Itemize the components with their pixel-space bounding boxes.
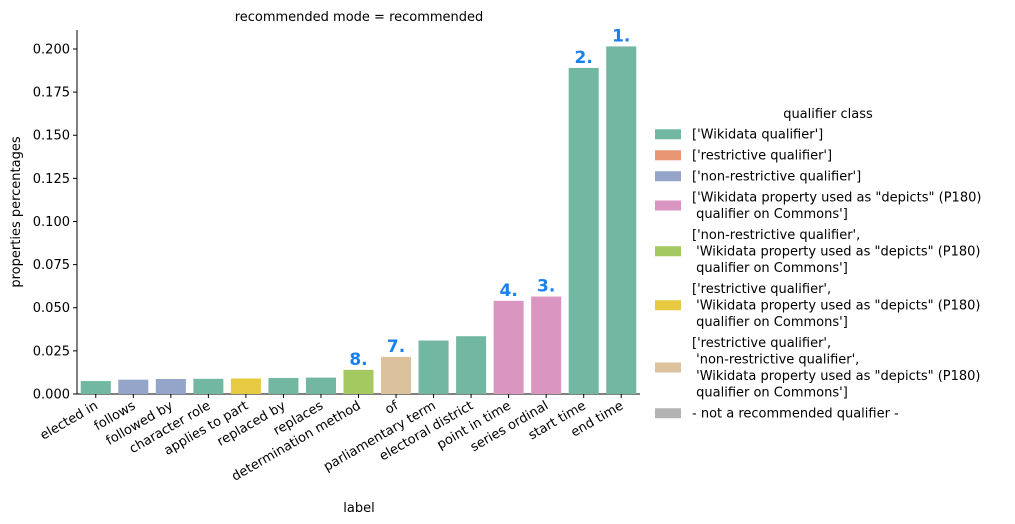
legend-swatch [655,300,681,311]
legend-entry-text: ['Wikidata qualifier'] [692,128,823,143]
legend-entry-text: qualifier on Commons'] [692,315,848,330]
y-tick-label: 0.150 [33,129,70,144]
rank-label: 2. [575,48,593,68]
bar [118,379,149,394]
legend-swatch [655,150,681,161]
bar [193,378,224,394]
legend-swatch [655,362,681,373]
legend-entry-text: ['Wikidata property used as "depicts" (P… [692,191,981,206]
rank-label: 1. [612,26,630,46]
y-tick-label: 0.125 [33,172,70,187]
bar [418,340,449,394]
legend-entry-text: - not a recommended qualifier - [692,407,899,422]
x-tick-label: of [383,398,402,417]
legend-entry-text: ['restrictive qualifier', [692,336,831,351]
bar [343,369,374,394]
rank-label: 8. [349,350,367,370]
y-tick-label: 0.025 [33,344,70,359]
legend-entry-text: 'Wikidata property used as "depicts" (P1… [692,245,981,260]
legend-swatch [655,129,681,140]
legend-entry-text: ['restrictive qualifier', [692,282,831,297]
bar [381,356,412,394]
legend-swatch [655,408,681,419]
bar [305,377,336,394]
y-axis-label: properties percentages [9,136,24,287]
bar [606,46,637,395]
legend-entry-text: qualifier on Commons'] [692,386,848,401]
bar [80,381,111,394]
legend-entry-text: 'Wikidata property used as "depicts" (P1… [692,299,981,314]
rank-label: 7. [387,337,405,357]
y-tick-label: 0.100 [33,215,70,230]
x-axis-label: label [343,501,374,516]
bar [568,67,599,394]
legend: qualifier class ['Wikidata qualifier'] ['… [655,107,981,422]
rank-label: 3. [537,277,555,297]
y-tick-label: 0.000 [33,388,70,403]
legend-entry-text: ['non-restrictive qualifier'] [692,170,861,185]
legend-entry-text: ['non-restrictive qualifier', [692,228,860,243]
bar [230,378,261,394]
legend-entry-text: 'Wikidata property used as "depicts" (P1… [692,369,981,384]
bar [531,296,562,394]
chart-title: recommended mode = recommended [235,10,484,25]
plot-area: 0.000 0.025 0.050 0.075 0.100 0.125 0.150 0.175… [33,26,640,485]
y-tick-label: 0.175 [33,86,70,101]
bar [268,377,299,394]
legend-entry-text: qualifier on Commons'] [692,261,848,276]
bar [493,300,524,394]
legend-swatch [655,200,681,211]
legend-title: qualifier class [783,107,873,122]
legend-swatch [655,171,681,182]
bar [155,378,186,394]
legend-entry-text: ['restrictive qualifier'] [692,149,832,164]
rank-label: 4. [499,281,517,301]
legend-entry-text: qualifier on Commons'] [692,207,848,222]
y-tick-label: 0.050 [33,301,70,316]
legend-swatch [655,246,681,257]
bar [456,336,487,394]
y-tick-label: 0.075 [33,258,70,273]
legend-entry-text: 'non-restrictive qualifier', [692,353,859,368]
y-tick-label: 0.200 [33,42,70,57]
